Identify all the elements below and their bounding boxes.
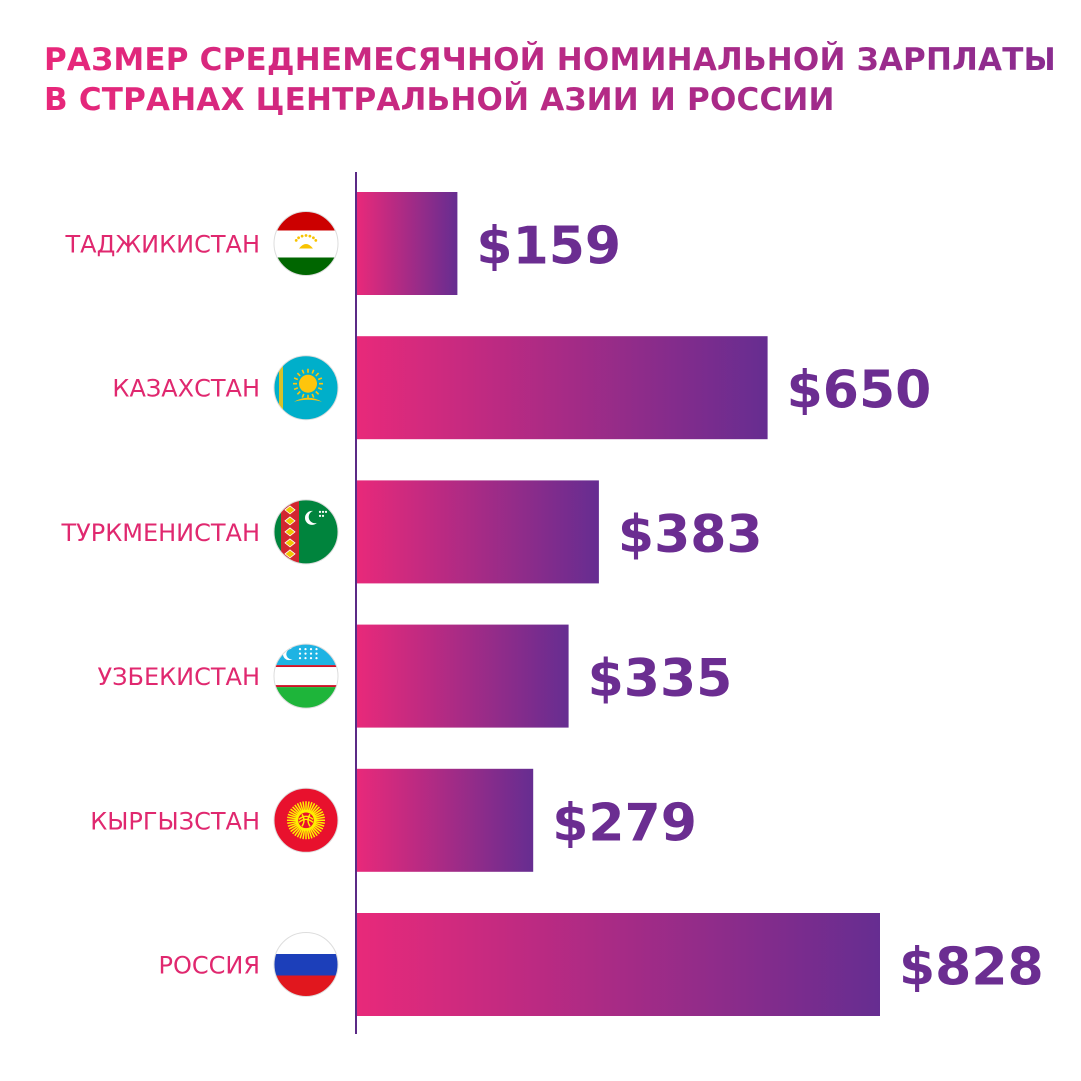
bar-2 xyxy=(357,336,768,440)
kazakhstan-flag-icon xyxy=(273,355,339,421)
kyrgyzstan-flag-icon xyxy=(273,787,339,853)
category-label-5: КЫРГЫЗСТАН xyxy=(90,807,260,835)
value-label-6: $828 xyxy=(899,938,1044,998)
bar-5 xyxy=(357,768,534,872)
category-label-3: ТУРКМЕНИСТАН xyxy=(60,519,260,547)
value-label-1: $159 xyxy=(476,217,621,277)
value-label-3: $383 xyxy=(618,505,763,565)
uzbekistan-flag-icon xyxy=(273,643,339,709)
value-label-5: $279 xyxy=(552,793,697,853)
chart-title: РАЗМЕР СРЕДНЕМЕСЯЧНОЙ НОМИНАЛЬНОЙ ЗАРПЛА… xyxy=(44,40,1056,120)
value-label-2: $650 xyxy=(787,361,932,421)
russia-flag-icon xyxy=(273,932,339,997)
title-line-1: РАЗМЕР СРЕДНЕМЕСЯЧНОЙ НОМИНАЛЬНОЙ ЗАРПЛА… xyxy=(44,42,1056,78)
category-label-6: РОССИЯ xyxy=(158,952,260,980)
turkmenistan-flag-icon xyxy=(273,499,339,565)
bar-6 xyxy=(357,913,880,1016)
category-label-4: УЗБЕКИСТАН xyxy=(97,663,260,691)
category-label-1: ТАДЖИКИСТАН xyxy=(64,231,260,259)
tajikistan-flag-icon xyxy=(273,211,339,276)
title-line-2: В СТРАНАХ ЦЕНТРАЛЬНОЙ АЗИИ И РОССИИ xyxy=(44,80,1054,120)
bar-1 xyxy=(357,192,458,295)
value-label-4: $335 xyxy=(588,649,733,709)
bar-3 xyxy=(357,480,599,584)
category-label-2: КАЗАХСТАН xyxy=(112,375,260,403)
bar-4 xyxy=(357,624,569,728)
